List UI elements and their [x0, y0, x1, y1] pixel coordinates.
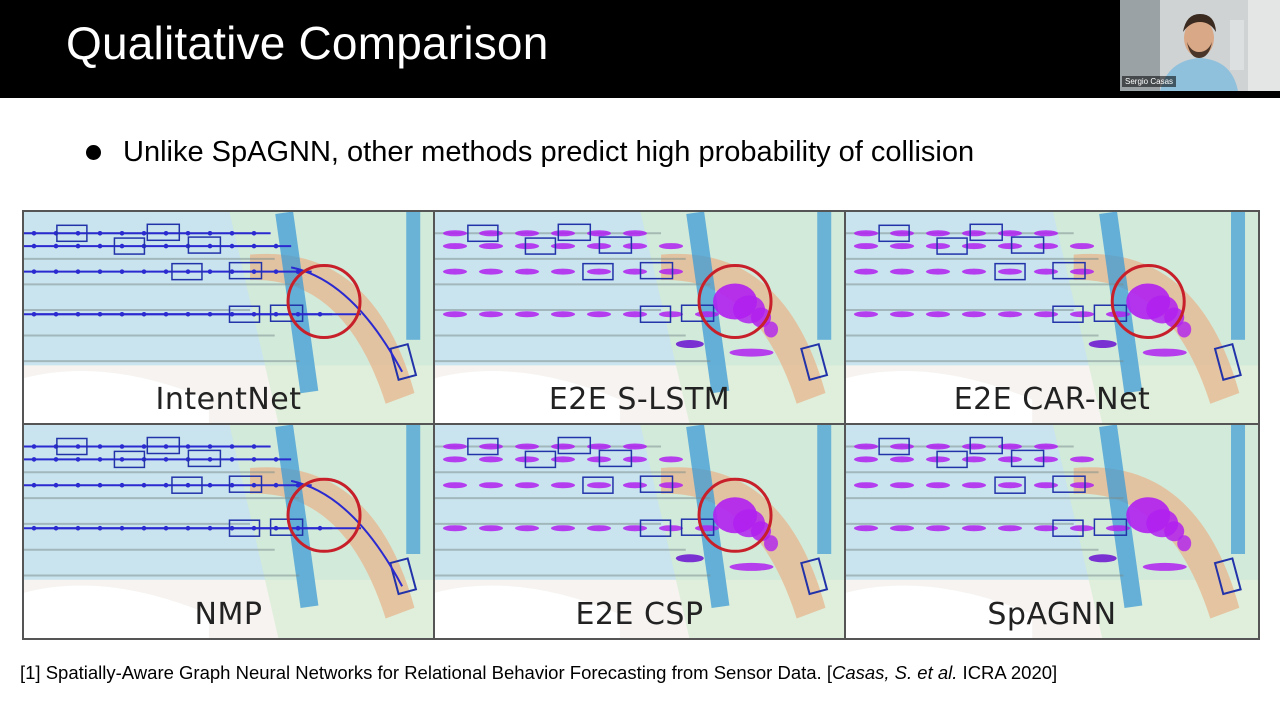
bullet-point: Unlike SpAGNN, other methods predict hig…	[86, 136, 974, 169]
citation-suffix: ICRA 2020]	[957, 662, 1058, 683]
citation-prefix: [1] Spatially-Aware Graph Neural Network…	[20, 662, 832, 683]
scene-image-e2e-csp	[435, 425, 844, 638]
panel-e2e-car-net: E2E CAR-Net	[845, 211, 1259, 424]
scene-image-e2e-s-lstm	[435, 212, 844, 423]
comparison-grid: IntentNet E2E S-LSTM E2E CAR-Net NMP E2E…	[22, 210, 1260, 640]
panel-label: NMP	[194, 597, 263, 632]
panel-e2e-s-lstm: E2E S-LSTM	[434, 211, 845, 424]
panel-label: IntentNet	[155, 382, 302, 417]
webcam-name-label: Sergio Casas	[1122, 76, 1177, 87]
slide-title: Qualitative Comparison	[66, 17, 549, 69]
citation: [1] Spatially-Aware Graph Neural Network…	[20, 662, 1057, 684]
bullet-dot-icon	[86, 145, 101, 160]
title-bar: Qualitative Comparison	[0, 0, 1280, 98]
panel-label: E2E S-LSTM	[548, 382, 731, 417]
scene-image-e2e-car-net	[846, 212, 1258, 423]
webcam-video	[1120, 0, 1280, 91]
panel-nmp: NMP	[23, 424, 434, 639]
panel-label: E2E CSP	[575, 597, 704, 632]
panel-e2e-csp: E2E CSP	[434, 424, 845, 639]
scene-image-spagnn	[846, 425, 1258, 638]
scene-image-nmp	[24, 425, 433, 638]
panel-label: SpAGNN	[987, 597, 1117, 632]
bullet-text: Unlike SpAGNN, other methods predict hig…	[123, 136, 975, 168]
scene-image-intentnet	[24, 212, 433, 423]
panel-label: E2E CAR-Net	[953, 382, 1151, 417]
webcam-thumbnail: Sergio Casas	[1120, 0, 1280, 91]
citation-authors: Casas, S. et al.	[831, 662, 958, 683]
panel-spagnn: SpAGNN	[845, 424, 1259, 639]
panel-intentnet: IntentNet	[23, 211, 434, 424]
